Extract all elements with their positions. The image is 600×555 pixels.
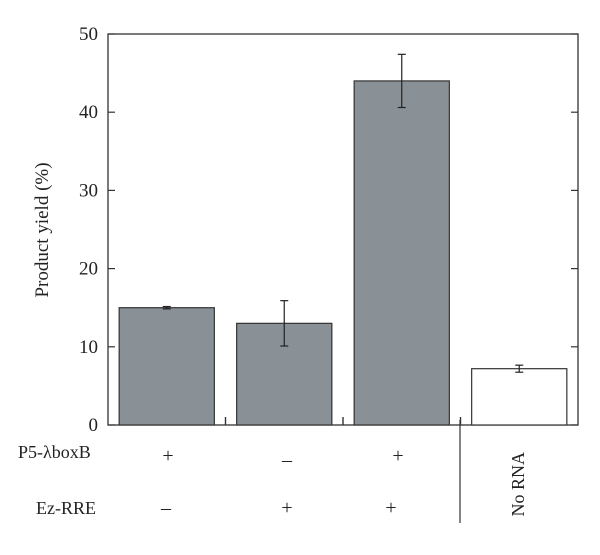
bar xyxy=(118,307,215,426)
y-tick-label: 30 xyxy=(79,180,98,201)
condition-label-ez-rre: Ez-RRE xyxy=(36,498,96,518)
condition-label-p5-lambdaboxb: P5-λboxB xyxy=(18,442,91,462)
condition-sign: – xyxy=(281,449,293,471)
y-axis-label: Product yield (%) xyxy=(32,162,53,297)
bars xyxy=(118,80,568,426)
y-tick-label: 20 xyxy=(79,259,98,280)
y-tick-label: 0 xyxy=(89,415,99,436)
condition-sign: + xyxy=(281,497,292,519)
no-rna-label: No RNA xyxy=(508,452,528,517)
condition-sign: + xyxy=(385,497,396,519)
error-bars xyxy=(162,53,524,373)
condition-sign: – xyxy=(160,497,172,519)
y-tick-label: 10 xyxy=(79,337,98,358)
condition-sign: + xyxy=(162,445,173,467)
condition-row-1: P5-λboxB + – + xyxy=(18,442,404,471)
y-axis-ticks: 0 10 20 30 40 50 xyxy=(79,24,578,436)
condition-row-2: Ez-RRE – + + xyxy=(36,497,397,519)
bar xyxy=(353,80,450,426)
condition-sign: + xyxy=(392,445,403,467)
y-tick-label: 50 xyxy=(79,24,98,45)
bar xyxy=(471,368,568,426)
y-tick-label: 40 xyxy=(79,102,98,123)
